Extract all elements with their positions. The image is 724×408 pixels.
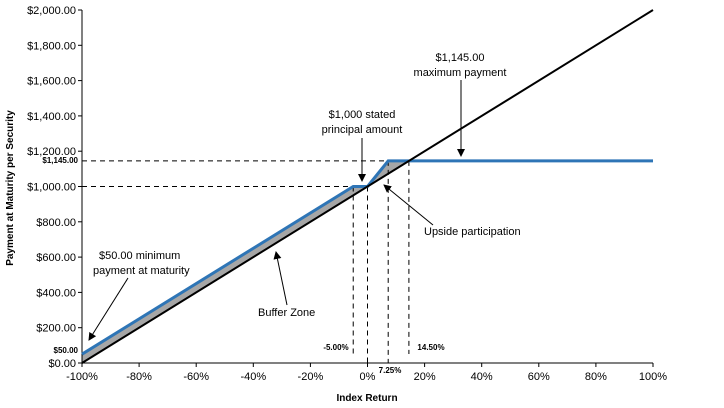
upside-arrow [383,184,434,226]
max-payment-text: maximum payment [414,67,507,79]
x-tick-label: -80% [126,371,152,383]
stated-principal-line2: principal amount [322,124,403,136]
x-tick-labels: -100% -80% -60% -40% -20% 0% 20% 40% 60% 80% 100% [66,363,667,383]
ref-label-1145: $1,145.00 [42,156,78,165]
x-tick-label: 100% [639,371,667,383]
y-tick-label: $400.00 [36,287,76,299]
buffer-zone-label: Buffer Zone [258,307,315,319]
min-payment-line2: payment at maturity [93,265,190,277]
y-axis-title: Payment at Maturity per Security [5,110,16,266]
y-tick-label: $1,800.00 [27,40,76,52]
y-tick-label: $200.00 [36,323,76,335]
y-tick-label: $2,000.00 [27,5,76,17]
x-tick-label: 0% [360,371,376,383]
upside-label: Upside participation [424,226,521,238]
ref-label-50: $50.00 [54,346,79,355]
min-payment-line1: $50.00 minimum [99,250,180,262]
index-return-line [81,9,654,364]
y-tick-label: $1,200.00 [27,146,76,158]
x-tick-label: -100% [66,371,98,383]
y-tick-label: $1,400.00 [27,111,76,123]
x-tick-label: -20% [298,371,324,383]
ref-label-1450: 14.50% [417,343,444,352]
y-tick-labels: $0.00 $200.00 $400.00 $600.00 $800.00 $1,000.… [27,5,82,370]
y-tick-label: $800.00 [36,217,76,229]
ref-label-neg5: -5.00% [323,343,348,352]
y-tick-label: $600.00 [36,252,76,264]
x-tick-label: 80% [585,371,607,383]
reference-lines [82,160,410,363]
ref-label-725: 7.25% [379,366,402,375]
y-tick-label: $1,000.00 [27,182,76,194]
x-tick-label: -60% [183,371,209,383]
buffer-zone-arrow [273,251,288,306]
x-axis-title: Index Return [336,393,397,404]
x-tick-label: 60% [528,371,550,383]
series-lines [81,9,654,364]
y-tick-label: $1,600.00 [27,76,76,88]
max-payment-value: $1,145.00 [436,52,485,64]
x-tick-label: -40% [240,371,266,383]
stated-principal-line1: $1,000 stated [329,109,396,121]
y-tick-label: $0.00 [48,358,76,370]
min-payment-arrow [88,277,129,341]
x-tick-label: 20% [414,371,436,383]
x-tick-label: 40% [471,371,493,383]
